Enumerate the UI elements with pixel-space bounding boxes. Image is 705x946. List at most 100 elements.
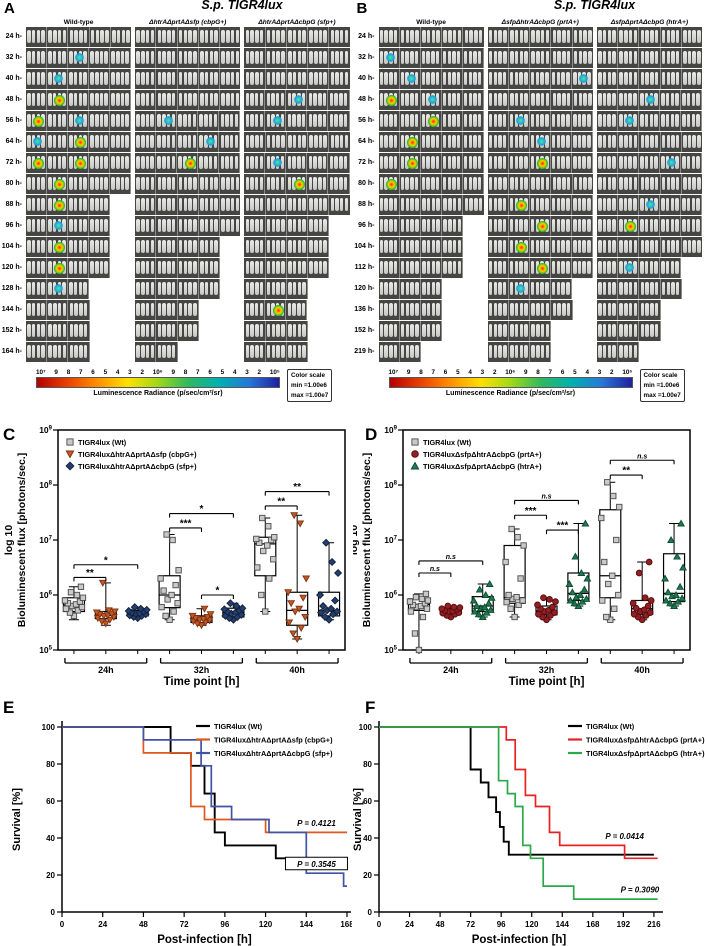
mouse-silhouette (503, 50, 507, 64)
mouse-silhouette (171, 29, 176, 43)
mouse-silhouette (150, 281, 155, 295)
mouse-silhouette (561, 113, 565, 127)
mouse-silhouette (415, 218, 419, 232)
mouse-image-cell (550, 69, 572, 89)
y-axis-tick-label: 80 (363, 760, 372, 769)
mouse-silhouette (292, 71, 297, 85)
mouse-image-cell (487, 216, 509, 236)
mouse-silhouette (125, 155, 129, 169)
mouse-silhouette (41, 281, 45, 295)
mouse-silhouette (48, 50, 52, 64)
mouse-silhouette (157, 155, 161, 169)
mouse-silhouette (271, 323, 276, 337)
mouse-silhouette (193, 50, 197, 64)
mouse-image-cell (244, 111, 266, 131)
mouse-silhouette (384, 281, 388, 295)
mouse-image-cell (681, 48, 703, 68)
mouse-silhouette (95, 92, 99, 106)
mouse-silhouette (235, 197, 240, 211)
colorbar-tick-label: 6 (560, 369, 565, 376)
mouse-silhouette (645, 239, 649, 253)
mouse-image-cell (110, 153, 132, 173)
mouse-silhouette (498, 323, 502, 337)
mouse-image-cell (26, 258, 48, 278)
timepoint-label: 64 h- (358, 138, 375, 145)
mouse-silhouette (530, 134, 535, 148)
mouse-group (596, 258, 702, 279)
mouse-silhouette (422, 260, 426, 274)
mouse-silhouette (204, 239, 209, 253)
mouse-silhouette (276, 197, 280, 211)
mouse-silhouette (62, 218, 66, 232)
mouse-silhouette (79, 344, 83, 358)
colorbar-tick-label: 7 (548, 369, 553, 376)
mouse-silhouette (41, 197, 45, 211)
mouse-silhouette (640, 197, 644, 211)
mouse-image-cell (596, 216, 618, 236)
timepoint-label: 72 h- (5, 159, 22, 166)
mouse-silhouette (551, 239, 556, 253)
mouse-silhouette (225, 155, 229, 169)
marker-square (513, 534, 521, 541)
mouse-group (596, 174, 703, 195)
mouse-silhouette (200, 71, 204, 85)
timepoint-label: 104 h- (354, 243, 375, 250)
mouse-silhouette (612, 260, 616, 274)
mouse-silhouette (493, 71, 498, 85)
mouse-silhouette (344, 50, 349, 64)
mouse-silhouette (245, 176, 250, 190)
mouse-silhouette (671, 281, 675, 295)
mouse-silhouette (400, 344, 405, 358)
mouse-silhouette (628, 155, 632, 169)
mouse-silhouette (524, 281, 528, 295)
mouse-image-cell (220, 342, 241, 362)
mouse-silhouette (598, 113, 602, 127)
mouse-image-cell (308, 279, 330, 299)
mouse-image-cell (378, 342, 400, 362)
bioluminescence-spot (427, 95, 437, 104)
mouse-silhouette (540, 323, 545, 337)
mouse-silhouette (393, 218, 398, 232)
mouse-silhouette (339, 113, 343, 127)
marker-square (77, 583, 85, 590)
mouse-image-cell (571, 153, 593, 173)
mouse-silhouette (540, 113, 544, 127)
mouse-silhouette (121, 29, 126, 43)
mouse-silhouette (649, 113, 654, 127)
mouse-silhouette (598, 92, 602, 106)
mouse-image-cell (135, 27, 157, 47)
mouse-silhouette (477, 50, 482, 64)
marker-circle (534, 610, 542, 618)
mouse-image-cell (508, 216, 530, 236)
mouse-silhouette (561, 197, 565, 211)
mouse-silhouette (166, 134, 171, 148)
mouse-silhouette (379, 239, 384, 253)
mouse-silhouette (209, 239, 214, 253)
mouse-group (596, 48, 703, 69)
mouse-group (596, 27, 703, 48)
mouse-silhouette (104, 134, 108, 148)
mouse-silhouette (415, 197, 419, 211)
mouse-image-cell (47, 132, 69, 152)
mouse-image-cell (329, 216, 350, 236)
marker-circle (533, 601, 541, 609)
mouse-image-cell (487, 69, 509, 89)
mouse-silhouette (661, 92, 665, 106)
mouse-silhouette (200, 50, 204, 64)
survival-panel-F: F 0 20 40 60 80 100 0 24 48 72 96 120 144 168 192 216 Pos… (353, 695, 705, 946)
mouse-silhouette (141, 29, 145, 43)
mouse-silhouette (271, 344, 276, 358)
mouse-image-cell (110, 237, 132, 257)
mouse-silhouette (389, 239, 393, 253)
mouse-silhouette (405, 92, 409, 106)
mouse-group (378, 90, 484, 111)
mouse-silhouette (503, 92, 507, 106)
mouse-image-cell (110, 48, 132, 68)
mouse-image-cell (286, 300, 308, 320)
mouse-silhouette (393, 71, 398, 85)
mouse-silhouette (292, 113, 296, 127)
mouse-image-cell (529, 279, 551, 299)
mouse-silhouette (314, 239, 318, 253)
mouse-silhouette (171, 239, 176, 253)
